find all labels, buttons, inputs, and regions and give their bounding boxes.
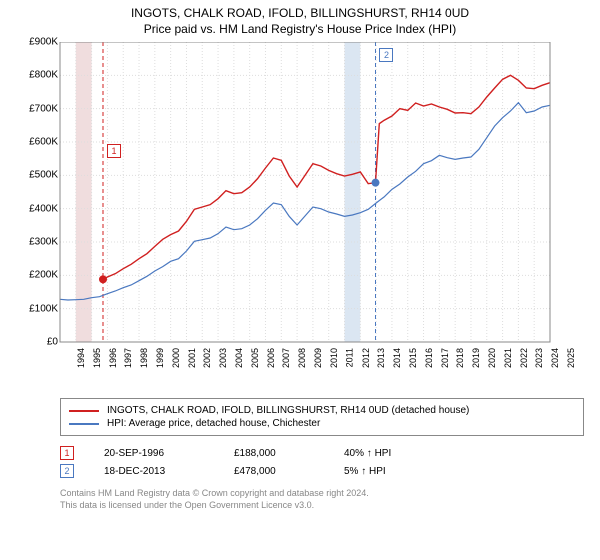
x-axis-label: 2000	[171, 348, 181, 368]
legend-swatch	[69, 423, 99, 425]
x-axis-label: 1996	[108, 348, 118, 368]
x-axis-label: 1995	[92, 348, 102, 368]
shaded-band	[345, 42, 361, 342]
x-axis-label: 2017	[440, 348, 450, 368]
transaction-diff: 40% ↑ HPI	[344, 448, 391, 459]
x-axis-label: 2012	[361, 348, 371, 368]
chart-subtitle: Price paid vs. HM Land Registry's House …	[10, 22, 590, 36]
transaction-date: 20-SEP-1996	[104, 448, 204, 459]
x-axis-label: 2009	[313, 348, 323, 368]
y-axis-label: £400K	[16, 203, 58, 214]
footer-line-2: This data is licensed under the Open Gov…	[60, 500, 590, 512]
y-axis-label: £200K	[16, 270, 58, 281]
transaction-row: 2 18-DEC-2013 £478,000 5% ↑ HPI	[60, 464, 584, 478]
chart-container: INGOTS, CHALK ROAD, IFOLD, BILLINGSHURST…	[0, 0, 600, 560]
transaction-marker: 2	[60, 464, 74, 478]
marker-dot	[99, 275, 107, 283]
footer-attribution: Contains HM Land Registry data © Crown c…	[60, 488, 590, 511]
x-axis-label: 2024	[550, 348, 560, 368]
y-axis-label: £0	[16, 337, 58, 348]
x-axis-label: 2015	[408, 348, 418, 368]
y-axis-label: £100K	[16, 303, 58, 314]
x-axis-label: 2006	[266, 348, 276, 368]
legend-row: INGOTS, CHALK ROAD, IFOLD, BILLINGSHURST…	[69, 405, 575, 416]
chart-svg	[10, 42, 552, 344]
x-axis-label: 2014	[392, 348, 402, 368]
legend: INGOTS, CHALK ROAD, IFOLD, BILLINGSHURST…	[60, 398, 584, 436]
chart-title: INGOTS, CHALK ROAD, IFOLD, BILLINGSHURST…	[10, 6, 590, 20]
marker-box-2: 2	[379, 48, 393, 62]
x-axis-label: 2003	[218, 348, 228, 368]
transaction-table: 1 20-SEP-1996 £188,000 40% ↑ HPI 2 18-DEC-201…	[60, 442, 584, 482]
x-axis-label: 2005	[250, 348, 260, 368]
y-axis-label: £300K	[16, 237, 58, 248]
transaction-diff: 5% ↑ HPI	[344, 466, 386, 477]
footer-line-1: Contains HM Land Registry data © Crown c…	[60, 488, 590, 500]
transaction-price: £478,000	[234, 466, 314, 477]
shaded-band	[76, 42, 92, 342]
y-axis-label: £800K	[16, 70, 58, 81]
x-axis-label: 2010	[329, 348, 339, 368]
x-axis-label: 2007	[282, 348, 292, 368]
x-axis-label: 2022	[519, 348, 529, 368]
x-axis-label: 1999	[155, 348, 165, 368]
x-axis-label: 2019	[471, 348, 481, 368]
plot-border	[60, 42, 550, 342]
x-axis-label: 2018	[455, 348, 465, 368]
marker-dot	[371, 179, 379, 187]
legend-swatch	[69, 410, 99, 412]
x-axis-label: 1998	[139, 348, 149, 368]
x-axis-label: 1994	[76, 348, 86, 368]
x-axis-label: 2025	[566, 348, 576, 368]
marker-box-1: 1	[107, 144, 121, 158]
x-axis-label: 2020	[487, 348, 497, 368]
transaction-row: 1 20-SEP-1996 £188,000 40% ↑ HPI	[60, 446, 584, 460]
x-axis-label: 2013	[376, 348, 386, 368]
legend-label: INGOTS, CHALK ROAD, IFOLD, BILLINGSHURST…	[107, 405, 469, 416]
x-axis-label: 2011	[344, 348, 354, 367]
x-axis-label: 2001	[187, 348, 197, 368]
y-axis-label: £700K	[16, 103, 58, 114]
x-axis-label: 2004	[234, 348, 244, 368]
transaction-date: 18-DEC-2013	[104, 466, 204, 477]
x-axis-label: 1997	[123, 348, 133, 368]
x-axis-label: 2008	[297, 348, 307, 368]
y-axis-label: £500K	[16, 170, 58, 181]
legend-row: HPI: Average price, detached house, Chic…	[69, 418, 575, 429]
series-line-red	[103, 75, 550, 279]
chart-area: £0 £100K £200K £300K £400K £500K £600K £700K £80…	[10, 42, 590, 392]
y-axis-label: £900K	[16, 37, 58, 48]
x-axis-label: 2016	[424, 348, 434, 368]
transaction-price: £188,000	[234, 448, 314, 459]
legend-label: HPI: Average price, detached house, Chic…	[107, 418, 320, 429]
transaction-marker: 1	[60, 446, 74, 460]
x-axis-label: 2002	[202, 348, 212, 368]
x-axis-label: 2023	[534, 348, 544, 368]
x-axis-label: 2021	[503, 348, 513, 368]
y-axis-label: £600K	[16, 137, 58, 148]
series-line-blue	[60, 103, 550, 300]
